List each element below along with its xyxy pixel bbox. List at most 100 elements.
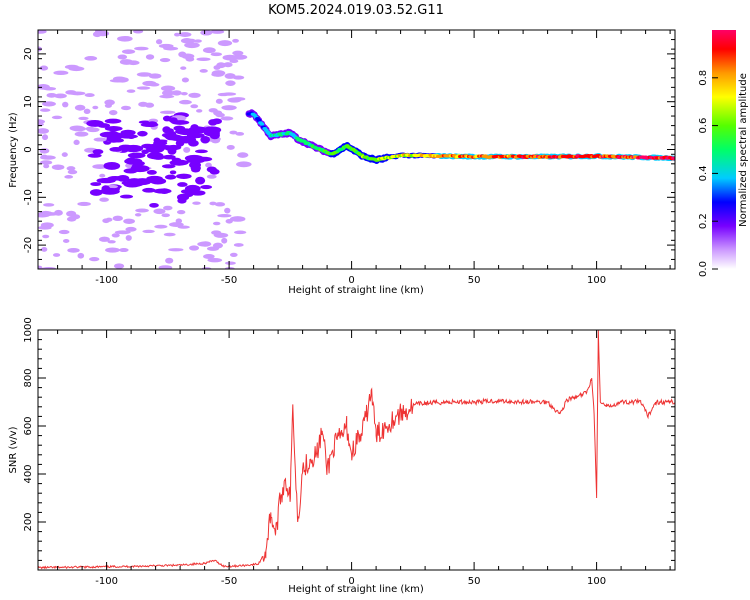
spectrogram-noise-cell — [39, 148, 50, 154]
spectrogram-noise-cell — [64, 175, 74, 179]
spectrogram-cluster-cell — [175, 128, 195, 135]
spectrogram-noise-cell — [133, 30, 144, 34]
spectrogram-noise-cell — [196, 57, 211, 61]
spectrogram-noise-cell — [232, 38, 239, 43]
spectrogram-noise-cell — [221, 105, 237, 111]
spectrogram-noise-cell — [125, 235, 132, 241]
spectrogram-noise-cell — [146, 170, 157, 175]
spectrogram-noise-cell — [178, 32, 192, 37]
spectrogram-noise-cell — [158, 43, 174, 49]
figure-title: KOM5.2024.019.03.52.G11 — [268, 3, 444, 18]
spectrogram-noise-cell — [40, 222, 54, 228]
spectrogram-noise-cell — [144, 102, 155, 108]
spectrogram-noise-cell — [89, 256, 100, 262]
spectrogram-cluster-cell — [184, 154, 204, 162]
spectrogram-noise-cell — [229, 59, 239, 64]
spectrogram-cluster-cell — [130, 164, 150, 173]
spectrogram-noise-cell — [208, 108, 218, 113]
spectrogram-noise-cell — [161, 213, 170, 218]
spectrogram-noise-cell — [135, 208, 149, 213]
spectrogram-cluster-cell — [206, 166, 217, 173]
spectrogram-noise-cell — [205, 162, 212, 168]
spectrogram-cluster-cell — [161, 164, 176, 169]
spectrogram-noise-cell — [225, 80, 236, 86]
spectrogram-noise-cell — [212, 72, 225, 77]
spectrogram-cluster-cell — [87, 153, 102, 158]
spectrogram-noise-cell — [113, 263, 125, 269]
spectrogram-noise-cell — [40, 160, 53, 165]
spectrogram-noise-cell — [77, 201, 91, 206]
spectrogram-noise-cell — [112, 215, 123, 221]
spectrogram-cluster-cell — [190, 164, 201, 172]
snr-series-line — [38, 330, 675, 570]
spectrogram-noise-cell — [210, 30, 225, 34]
spectrogram-noise-cell — [223, 62, 233, 68]
spectrogram-noise-cell — [93, 137, 107, 142]
snr-ylabel: SNR (v/v) — [8, 426, 19, 473]
spectrogram-cluster-cell — [202, 126, 222, 134]
snr-panel: -100 -50 0 50 100 200 400 600 800 1000 Height of … — [8, 317, 676, 595]
spectrogram-cluster-cell — [104, 126, 123, 132]
spectrogram-cluster-cell — [177, 182, 188, 187]
spectrogram-noise-cell — [112, 76, 126, 82]
snr-xlabel: Height of straight line (km) — [288, 584, 424, 595]
spectrogram-noise-cell — [98, 236, 110, 242]
spectrogram-noise-cell — [194, 149, 208, 154]
spectrogram-xlabel: Height of straight line (km) — [288, 285, 424, 296]
snr-ytick-label: 600 — [23, 416, 34, 435]
spectrogram-noise-cell — [78, 116, 89, 121]
spectrogram-cluster-cell — [118, 134, 138, 139]
spectrogram-cluster-cell — [164, 128, 174, 133]
spectrogram-noise-cell — [236, 161, 252, 168]
spectrogram-noise-cell — [162, 154, 176, 160]
spectrogram-noise-cell — [118, 247, 129, 253]
spectrogram-noise-cell — [67, 247, 80, 253]
spectrogram-noise-cell — [104, 99, 115, 106]
spectrogram-ylabel: Frequency (Hz) — [8, 112, 19, 188]
spectrogram-noise-cell — [168, 248, 184, 252]
colorbar: 0.0 0.2 0.4 0.6 0.8 Normalized spectral ampl… — [698, 30, 749, 277]
spectrogram-noise-cell — [217, 40, 233, 47]
spectrogram-noise-cell — [134, 213, 142, 217]
spectrogram-noise-cell — [148, 73, 162, 79]
spectrogram-noise-cell — [217, 92, 229, 97]
spectrogram-noise-cell — [134, 46, 149, 51]
spectrogram-noise-cell — [190, 104, 199, 109]
spectrogram-noise-cell — [231, 54, 248, 60]
spectrogram-noise-cell — [41, 134, 49, 141]
spectrogram-noise-cell — [84, 56, 98, 61]
spectrogram-noise-cell — [86, 127, 100, 133]
spectrogram-cluster-cell — [149, 177, 167, 185]
spectrogram-noise-cell — [46, 92, 57, 98]
spec-xtick-label: 0 — [348, 275, 354, 286]
spectrogram-noise-cell — [119, 59, 134, 65]
spectrogram-noise-cell — [62, 239, 70, 244]
colorbar-tick-label: 0.0 — [698, 261, 709, 277]
spectrogram-noise-cell — [123, 218, 135, 224]
spectrogram-noise-cell — [171, 90, 182, 96]
spectrogram-cluster-cell — [89, 189, 103, 196]
spectrogram-ridge-cell — [672, 157, 675, 161]
spectrogram-noise-cell — [213, 65, 221, 70]
spectrogram-ridge-cell — [259, 122, 265, 126]
spectrogram-noise-cell — [42, 234, 50, 239]
spectrogram-noise-cell — [107, 240, 116, 244]
spectrogram-noise-cell — [42, 203, 55, 207]
spectrogram-noise-cell — [142, 187, 156, 193]
spectrogram-cluster-cell — [156, 144, 174, 150]
spectrogram-noise-cell — [155, 39, 163, 45]
spectrogram-noise-cell — [224, 207, 231, 214]
spectrogram-noise-cell — [51, 164, 65, 170]
spectrogram-noise-cell — [74, 131, 89, 137]
spec-ytick-label: 10 — [23, 95, 34, 108]
spectrogram-noise-cell — [181, 53, 195, 60]
spectrogram-noise-cell — [70, 214, 81, 220]
spectrogram-cluster-cell — [100, 187, 120, 195]
colorbar-tick-label: 0.8 — [698, 70, 709, 86]
spectrogram-noise-cell — [54, 209, 63, 216]
spectrogram-cluster-cell — [208, 119, 218, 126]
spectrogram-noise-cell — [58, 229, 70, 235]
spectrogram-cluster-cell — [200, 135, 211, 144]
